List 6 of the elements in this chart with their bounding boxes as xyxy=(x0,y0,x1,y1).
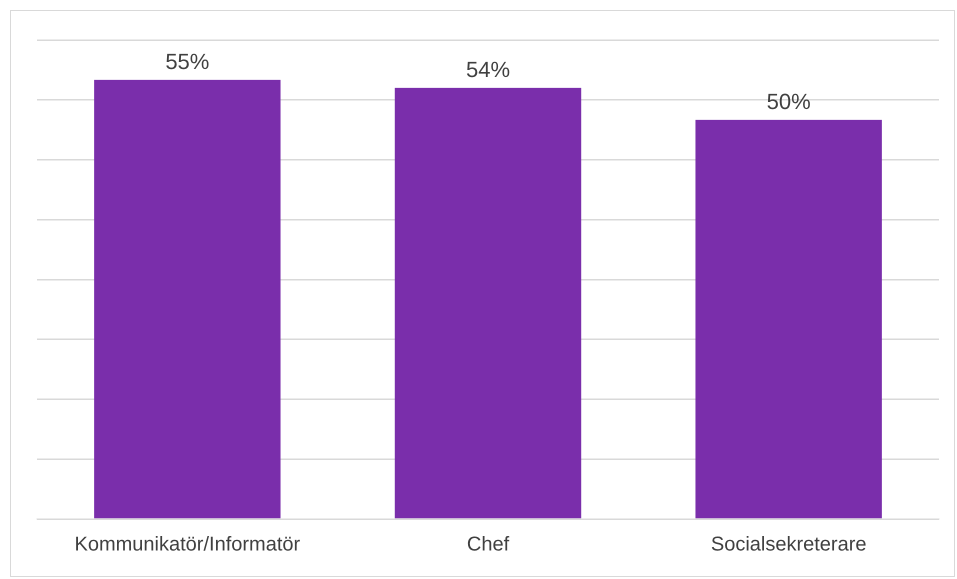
data-label: 50% xyxy=(766,88,811,114)
x-tick-label: Kommunikatör/Informatör xyxy=(74,534,300,556)
data-label: 55% xyxy=(165,48,210,74)
x-tick-label: Socialsekreterare xyxy=(710,534,866,556)
x-tick-label: Chef xyxy=(466,534,510,556)
data-label: 54% xyxy=(466,56,510,82)
